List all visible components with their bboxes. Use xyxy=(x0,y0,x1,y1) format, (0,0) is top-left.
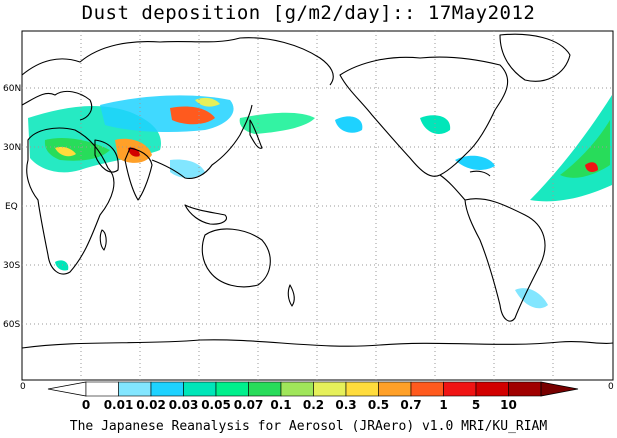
latitude-labels: 60N 30N EQ 30S 60S xyxy=(3,84,21,330)
coast-europe xyxy=(21,90,93,121)
lat-label: 60N xyxy=(3,84,21,94)
colorbar-tick-label: 10 xyxy=(500,398,517,412)
coast-japan xyxy=(249,119,263,149)
colorbar-left-label: 0 xyxy=(20,382,26,392)
colorbar-box xyxy=(508,381,542,397)
colorbar-right-label: 0 xyxy=(608,382,614,392)
coast-indonesia xyxy=(184,204,228,225)
colorbar-box xyxy=(85,381,119,397)
colorbar-tick-label: 0.3 xyxy=(335,398,356,412)
coast-eurasia-north xyxy=(21,37,334,86)
dust-plume-patagonia xyxy=(515,288,548,309)
colorbar-box xyxy=(475,381,509,397)
coast-caribbean xyxy=(469,170,491,177)
colorbar-tick-label: 0.03 xyxy=(169,398,199,412)
coast-india xyxy=(124,147,153,201)
colorbar-box xyxy=(280,381,314,397)
coast-new-zealand xyxy=(287,284,295,307)
dust-plume-south-africa xyxy=(55,260,69,271)
map-footer: The Japanese Reanalysis for Aerosol (JRA… xyxy=(69,419,548,434)
colorbar-box xyxy=(410,381,444,397)
colorbar-box xyxy=(345,381,379,397)
colorbar-tick-label: 0.01 xyxy=(104,398,134,412)
lat-label: 60S xyxy=(3,320,20,330)
coast-east-asia xyxy=(151,104,253,179)
colorbar-tick-label: 0.02 xyxy=(136,398,166,412)
colorbar-tick-label: 1 xyxy=(439,398,447,412)
graticule xyxy=(22,31,613,380)
dust-plume-atlantic-core xyxy=(560,120,610,178)
colorbar-box xyxy=(443,381,477,397)
colorbar-tick-label: 0.2 xyxy=(303,398,324,412)
coast-australia xyxy=(201,228,271,288)
lat-label: 30S xyxy=(3,261,20,271)
dust-plume-na-west xyxy=(335,116,363,133)
colorbar-tick-label: 0.5 xyxy=(368,398,389,412)
colorbar-box xyxy=(378,381,412,397)
dust-plume-na-central xyxy=(420,115,451,134)
coastlines xyxy=(21,33,614,349)
dust-plume-sahara-core xyxy=(44,138,110,161)
colorbar-box xyxy=(248,381,282,397)
colorbar-tick-label: 0.7 xyxy=(400,398,421,412)
colorbar-arrow-high xyxy=(540,381,579,397)
dust-layer xyxy=(28,95,612,309)
coast-south-america xyxy=(464,198,546,322)
dust-plume-east-asia xyxy=(239,112,315,134)
colorbar-tick-label: 0.1 xyxy=(270,398,291,412)
coast-greenland xyxy=(499,33,571,82)
lat-label: 30N xyxy=(3,143,21,153)
dust-plume-taklamakan xyxy=(170,106,215,125)
colorbar-ticks: 0 0.01 0.02 0.03 0.05 0.07 0.1 0.2 0.3 0.5 0.7 1 5 10 xyxy=(82,398,517,412)
colorbar-arrow-low xyxy=(47,381,87,397)
dust-plume-atlantic-hot xyxy=(585,162,598,173)
dust-plume-sahara-hot xyxy=(55,146,76,157)
colorbar-tick-label: 0.05 xyxy=(201,398,231,412)
colorbar-box xyxy=(150,381,184,397)
coast-antarctica xyxy=(21,339,614,349)
dust-plume-caribbean xyxy=(455,155,495,170)
colorbar-tick-label: 0.07 xyxy=(234,398,264,412)
colorbar-box xyxy=(183,381,217,397)
colorbar-box xyxy=(313,381,347,397)
colorbar-box xyxy=(118,381,152,397)
lat-label: EQ xyxy=(5,202,18,212)
colorbar-tick-label: 0 xyxy=(82,398,90,412)
coast-africa xyxy=(26,127,115,275)
coast-north-america xyxy=(339,56,509,177)
colorbar xyxy=(47,381,579,397)
colorbar-tick-label: 5 xyxy=(472,398,480,412)
coast-arabia xyxy=(94,139,119,173)
dust-plume-atlantic xyxy=(530,95,612,202)
map-title: Dust deposition [g/m2/day]:: 17May2012 xyxy=(81,2,536,24)
dust-plume-gobi xyxy=(195,97,220,107)
coast-central-america xyxy=(439,174,466,201)
coast-madagascar xyxy=(99,229,107,251)
colorbar-box xyxy=(215,381,249,397)
